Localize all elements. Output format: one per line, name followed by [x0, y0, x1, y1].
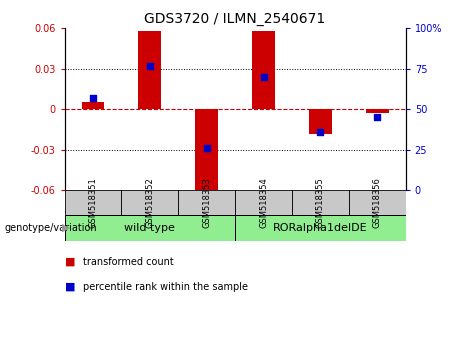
Text: GSM518353: GSM518353: [202, 177, 211, 228]
Text: RORalpha1delDE: RORalpha1delDE: [273, 223, 368, 233]
Bar: [292, 190, 349, 216]
Bar: [138, 31, 161, 109]
Text: GSM518351: GSM518351: [89, 177, 97, 228]
Text: GSM518355: GSM518355: [316, 177, 325, 228]
Bar: [65, 216, 235, 241]
Text: transformed count: transformed count: [83, 257, 174, 267]
Text: GSM518354: GSM518354: [259, 177, 268, 228]
Point: [260, 74, 267, 80]
Text: ■: ■: [65, 282, 75, 292]
Bar: [235, 216, 406, 241]
Point: [89, 95, 97, 101]
Point: [317, 129, 324, 135]
Bar: [252, 31, 275, 109]
Text: ■: ■: [65, 257, 75, 267]
Bar: [366, 109, 389, 113]
Bar: [65, 190, 121, 216]
Text: GSM518356: GSM518356: [373, 177, 382, 228]
Bar: [349, 190, 406, 216]
Bar: [309, 109, 332, 133]
Title: GDS3720 / ILMN_2540671: GDS3720 / ILMN_2540671: [144, 12, 326, 26]
Bar: [121, 190, 178, 216]
Bar: [235, 190, 292, 216]
Text: genotype/variation: genotype/variation: [5, 223, 97, 233]
Text: percentile rank within the sample: percentile rank within the sample: [83, 282, 248, 292]
Bar: [82, 103, 104, 109]
Text: ▶: ▶: [62, 223, 71, 233]
Point: [146, 63, 154, 68]
Text: wild type: wild type: [124, 223, 175, 233]
Text: GSM518352: GSM518352: [145, 177, 154, 228]
Bar: [178, 190, 235, 216]
Bar: [195, 109, 218, 197]
Point: [203, 145, 210, 151]
Point: [373, 114, 381, 120]
